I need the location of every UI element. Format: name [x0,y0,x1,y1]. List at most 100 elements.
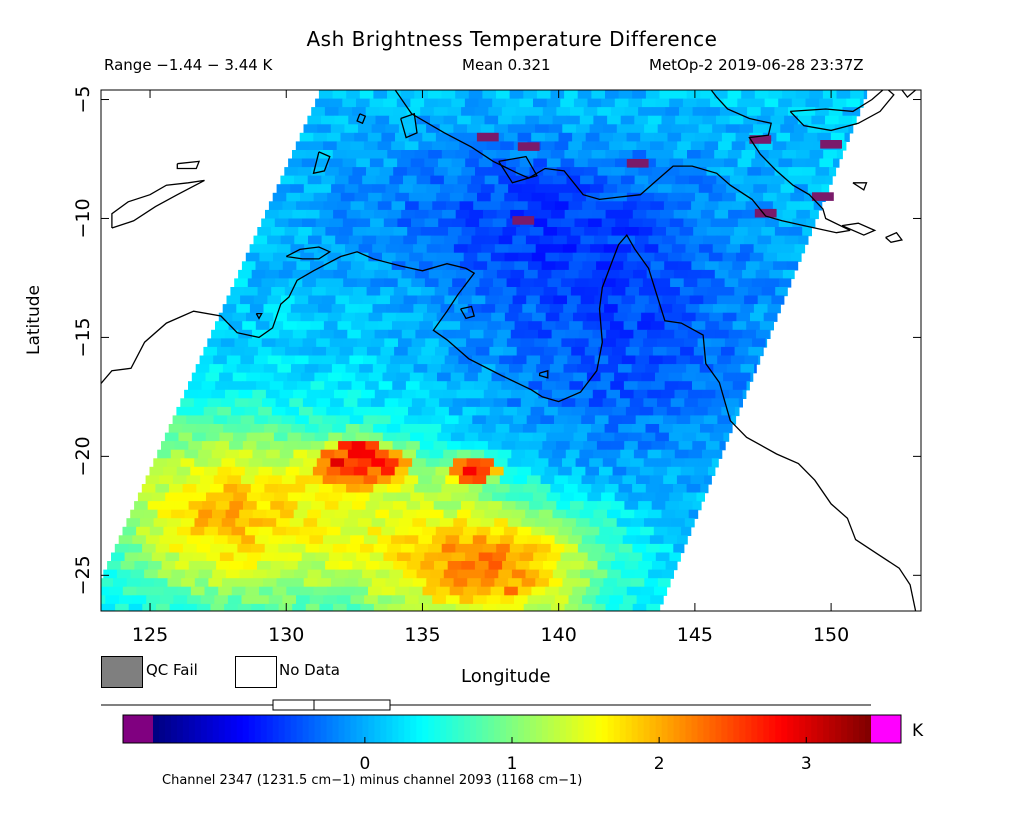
heatmap-cell [190,586,206,596]
heatmap-cell [692,381,707,391]
heatmap-cell [621,175,636,185]
heatmap-cell [342,158,357,168]
heatmap-cell [510,209,525,220]
heatmap-cell [548,458,563,468]
heatmap-cell [213,355,228,365]
heatmap-cell [151,492,166,502]
heatmap-cell [558,526,573,536]
heatmap-cell [399,184,414,194]
heatmap-cell [284,561,299,571]
heatmap-cell [495,484,511,494]
heatmap-cell [655,552,670,562]
heatmap-cell [250,424,265,434]
heatmap-cell [675,115,690,125]
heatmap-cell [190,466,205,476]
heatmap-cell [624,107,639,117]
heatmap-cell [326,466,341,476]
heatmap-cell [526,295,541,305]
heatmap-cell [469,269,484,280]
heatmap-cell [230,346,245,357]
colorbar-segment [278,715,286,743]
heatmap-cell [329,338,344,348]
heatmap-cell [770,175,785,185]
heatmap-cell [562,578,577,588]
heatmap-cell [329,158,344,168]
heatmap-cell [413,364,428,374]
heatmap-cell [605,209,620,220]
heatmap-cell [551,603,566,611]
heatmap-cell [452,338,467,348]
heatmap-cell [838,115,853,125]
heatmap-cell [101,595,106,605]
heatmap-cell [263,364,278,374]
heatmap-cell [298,287,313,297]
heatmap-cell [502,167,517,177]
heatmap-cell [454,364,469,374]
heatmap-cell [381,526,396,536]
heatmap-cell [489,406,504,417]
colorbar-segment [757,715,764,743]
heatmap-cell [335,355,350,365]
heatmap-cell [669,98,684,108]
heatmap-cell [210,543,225,554]
heatmap-cell [422,192,437,202]
heatmap-cell [463,252,478,262]
heatmap-cell [463,132,478,142]
heatmap-cell [235,518,250,528]
coastline-trobriand [852,182,868,191]
heatmap-cell [418,595,433,605]
heatmap-cell [314,312,329,322]
heatmap-cell [582,261,597,271]
colorbar-segment [709,715,716,743]
heatmap-cell [167,458,182,468]
heatmap-cell [716,175,731,185]
heatmap-cell [323,141,338,151]
heatmap-cell [612,346,627,357]
heatmap-cell [547,612,561,621]
heatmap-cell [249,304,265,314]
heatmap-cell [625,287,640,297]
heatmap-cell [598,287,613,297]
heatmap-cell [269,261,284,271]
heatmap-cell [446,381,461,391]
heatmap-cell [195,364,210,374]
heatmap-cell [403,175,418,185]
heatmap-cell [406,107,421,117]
heatmap-cell [397,218,412,228]
heatmap-cell [528,381,543,391]
heatmap-cell [323,321,339,331]
heatmap-cell [299,406,314,417]
heatmap-cell [568,535,583,545]
heatmap-cell [203,406,218,417]
heatmap-cell [582,595,597,605]
heatmap-cell [250,364,265,374]
heatmap-cell [361,509,376,519]
heatmap-cell [350,261,366,271]
heatmap-cell [769,269,784,280]
heatmap-cell [589,124,604,134]
heatmap-cell [509,484,524,494]
heatmap-cell [278,484,293,494]
heatmap-cell [641,432,656,442]
heatmap-cell [520,278,535,288]
y-tick-label: −15 [72,317,94,357]
coastline-new-britain [789,90,895,132]
heatmap-cell [290,304,305,314]
heatmap-cell [336,475,351,485]
heatmap-cell [476,466,491,476]
heatmap-cell [436,586,451,596]
heatmap-cell [259,586,274,596]
heatmap-cell [678,381,693,391]
heatmap-cell [388,389,403,399]
heatmap-cell [707,346,722,357]
colorbar-segment [637,715,645,743]
heatmap-cell [480,184,496,194]
heatmap-cell [426,518,441,528]
heatmap-cell [645,364,660,374]
heatmap-cell [472,415,487,425]
heatmap-cell [530,466,546,476]
heatmap-cell [289,398,304,408]
heatmap-cell [458,355,473,365]
heatmap-cell [414,90,429,100]
heatmap-cell [337,201,352,211]
